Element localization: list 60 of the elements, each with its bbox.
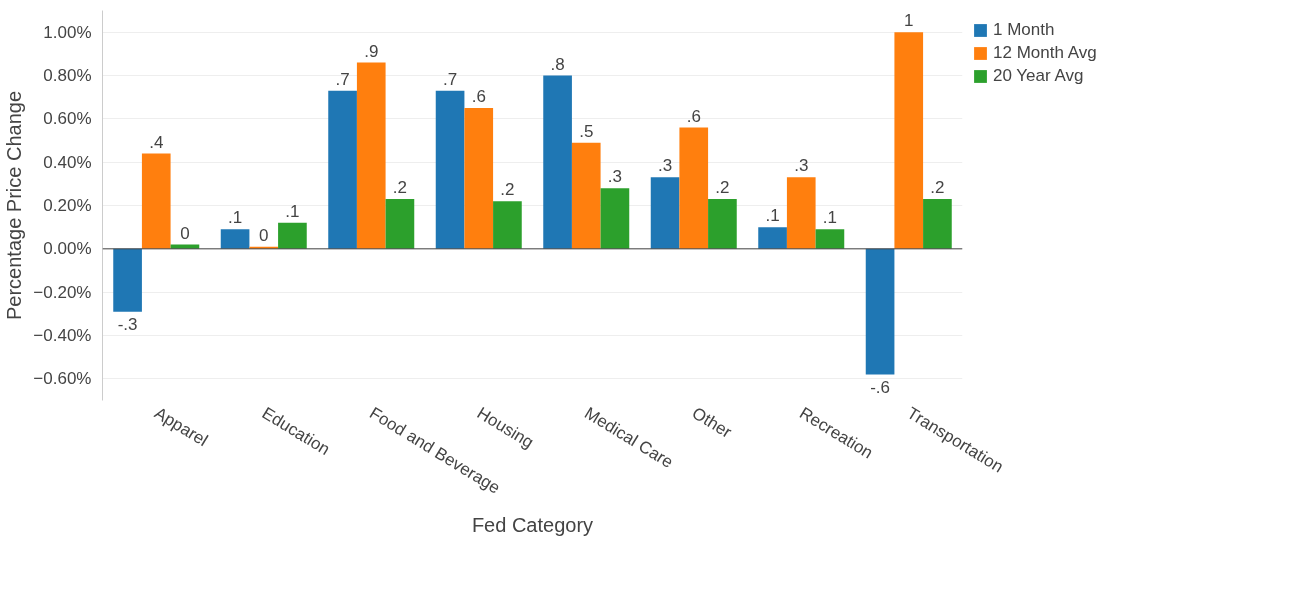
y-axis-title: Percentage Price Change xyxy=(3,90,26,321)
bar xyxy=(865,248,895,375)
data-label: .7 xyxy=(335,69,350,89)
legend-label: 1 Month xyxy=(993,20,1055,40)
data-label: .2 xyxy=(930,178,945,197)
bar xyxy=(113,248,142,312)
data-label: .6 xyxy=(686,106,701,126)
bar xyxy=(815,229,845,249)
data-label: .2 xyxy=(392,178,408,197)
bar xyxy=(220,229,250,249)
bar xyxy=(385,199,415,249)
bar xyxy=(708,199,737,249)
bar xyxy=(650,177,680,249)
data-label: 0 xyxy=(259,225,269,245)
bar xyxy=(758,227,787,249)
y-tick-label: −0.40% xyxy=(33,326,92,345)
bar xyxy=(543,75,572,249)
bar xyxy=(786,177,816,249)
bar xyxy=(894,32,924,249)
data-label: .6 xyxy=(471,87,486,106)
y-tick-label: 0.60% xyxy=(43,109,92,129)
bar xyxy=(141,153,171,249)
bar xyxy=(923,199,952,249)
y-tick-label: 1.00% xyxy=(43,22,92,42)
data-label: .1 xyxy=(227,208,243,228)
bar xyxy=(493,201,522,249)
data-label: .1 xyxy=(765,206,780,226)
bar xyxy=(278,222,307,249)
y-tick-label: 0.20% xyxy=(43,196,92,215)
bar xyxy=(435,90,465,249)
data-label: 1 xyxy=(904,11,914,31)
data-label: .1 xyxy=(285,201,300,221)
y-tick-label: −0.60% xyxy=(33,369,92,389)
data-label: .3 xyxy=(657,156,673,176)
x-axis-title: Fed Category xyxy=(471,513,594,536)
bar xyxy=(328,90,357,249)
bar xyxy=(464,108,494,249)
data-label: .2 xyxy=(715,178,730,197)
legend-label: 20 Year Avg xyxy=(993,66,1084,86)
data-label: -.6 xyxy=(870,377,891,397)
legend-label: 12 Month Avg xyxy=(993,43,1097,63)
data-label: .2 xyxy=(500,180,515,200)
data-label: 0 xyxy=(180,223,190,243)
data-label: .7 xyxy=(442,69,458,89)
bar xyxy=(571,142,601,249)
data-label: .3 xyxy=(794,156,809,176)
data-label: .5 xyxy=(579,121,594,141)
y-tick-label: 0.80% xyxy=(43,66,92,85)
data-label: .4 xyxy=(149,132,164,152)
data-label: -.3 xyxy=(117,314,138,334)
data-label: .9 xyxy=(364,41,379,61)
data-label: .8 xyxy=(550,54,565,74)
bar xyxy=(600,188,630,249)
bar xyxy=(356,62,386,249)
data-label: .1 xyxy=(822,208,838,228)
y-tick-label: 0.40% xyxy=(43,152,92,172)
y-tick-label: 0.00% xyxy=(43,239,92,259)
data-label: .3 xyxy=(607,167,623,187)
bar xyxy=(679,127,709,249)
y-tick-label: −0.20% xyxy=(33,282,92,302)
